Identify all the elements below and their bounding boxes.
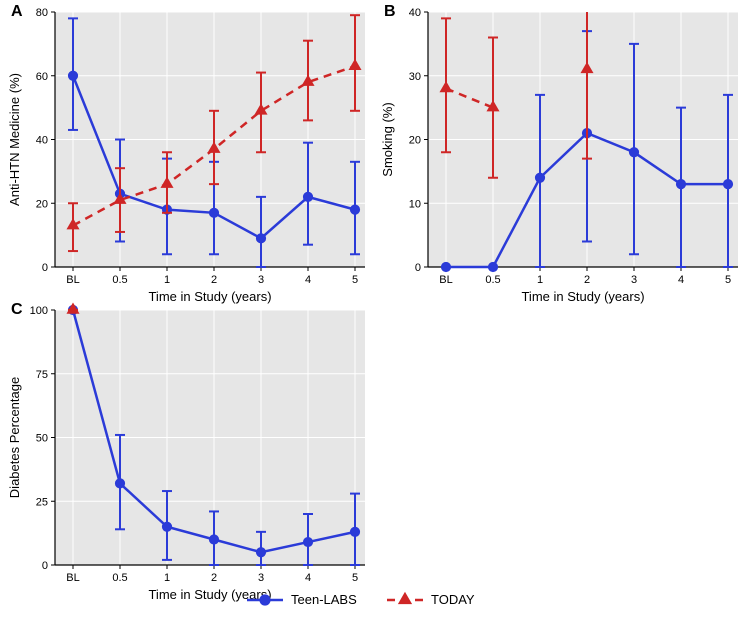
x-tick-label: 0.5 <box>112 572 127 584</box>
panel-label-B: B <box>384 3 396 20</box>
legend-label-today: TODAY <box>431 592 475 607</box>
x-tick-label: 2 <box>584 274 590 286</box>
x-tick-label: 0.5 <box>485 274 500 286</box>
x-tick-label: 1 <box>164 274 170 286</box>
x-tick-label: 4 <box>305 572 311 584</box>
y-tick-label: 50 <box>36 433 48 445</box>
y-tick-label: 10 <box>409 198 421 210</box>
y-tick-label: 0 <box>42 262 48 274</box>
x-tick-label: 1 <box>537 274 543 286</box>
y-axis-label: Anti-HTN Medicine (%) <box>7 73 22 206</box>
x-tick-label: 0.5 <box>112 274 127 286</box>
legend: Teen-LABS TODAY <box>247 592 475 607</box>
figure-svg: 020406080BL0.512345Anti-HTN Medicine (%)… <box>0 0 750 623</box>
y-tick-label: 60 <box>36 71 48 83</box>
y-axis-label: Smoking (%) <box>380 102 395 176</box>
y-tick-label: 25 <box>36 496 48 508</box>
x-tick-label: 4 <box>678 274 684 286</box>
x-tick-label: 5 <box>352 274 358 286</box>
x-tick-label: 3 <box>258 572 264 584</box>
x-tick-label: 4 <box>305 274 311 286</box>
y-tick-label: 75 <box>36 369 48 381</box>
panel-label-C: C <box>11 301 23 318</box>
legend-label-teen-labs: Teen-LABS <box>291 592 357 607</box>
y-tick-label: 20 <box>409 135 421 147</box>
y-axis-label: Diabetes Percentage <box>7 377 22 498</box>
x-axis-label: Time in Study (years) <box>521 289 644 304</box>
x-tick-label: BL <box>439 274 452 286</box>
y-tick-label: 20 <box>36 198 48 210</box>
y-tick-label: 30 <box>409 71 421 83</box>
y-tick-label: 0 <box>42 560 48 572</box>
x-tick-label: 3 <box>258 274 264 286</box>
x-axis-label: Time in Study (years) <box>148 289 271 304</box>
y-tick-label: 80 <box>36 7 48 19</box>
x-tick-label: BL <box>66 572 79 584</box>
y-tick-label: 0 <box>415 262 421 274</box>
y-tick-label: 40 <box>409 7 421 19</box>
x-tick-label: 3 <box>631 274 637 286</box>
y-tick-label: 40 <box>36 135 48 147</box>
figure: 020406080BL0.512345Anti-HTN Medicine (%)… <box>0 0 750 623</box>
x-tick-label: 2 <box>211 572 217 584</box>
x-tick-label: BL <box>66 274 79 286</box>
y-tick-label: 100 <box>30 305 48 317</box>
x-tick-label: 5 <box>725 274 731 286</box>
x-tick-label: 1 <box>164 572 170 584</box>
x-tick-label: 5 <box>352 572 358 584</box>
panel-label-A: A <box>11 3 23 20</box>
x-tick-label: 2 <box>211 274 217 286</box>
